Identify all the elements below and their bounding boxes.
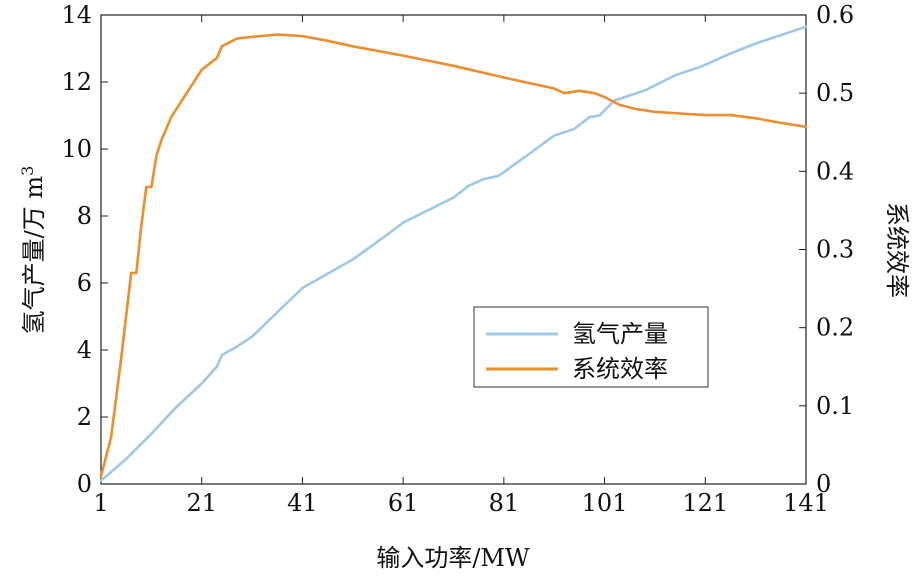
x-axis-title: 输入功率/MW	[376, 544, 530, 572]
y-left-tick-label: 8	[77, 202, 92, 230]
y-right-tick-label: 0.6	[816, 1, 854, 29]
x-tick-label: 61	[388, 489, 419, 517]
x-tick-label: 101	[582, 489, 628, 517]
y-right-tick-label: 0.5	[816, 79, 854, 107]
axis-tick-labels: 1 21 41 61 81 101 121 1410246810121400.10.20.30…	[61, 1, 854, 517]
legend-box	[473, 306, 709, 388]
plot-border	[100, 14, 807, 485]
y-right-tick-label: 0.1	[816, 392, 854, 420]
x-tick-label: 1	[93, 489, 108, 517]
y-left-tick-label: 0	[77, 470, 92, 498]
y-left-axis-title: 氢气产量/万 m3	[18, 166, 48, 335]
series-lines	[99, 25, 808, 482]
x-tick-label: 121	[682, 489, 728, 517]
legend-label-efficiency: 系统效率	[572, 355, 668, 383]
y-right-tick-label: 0	[816, 470, 831, 498]
x-tick-label: 41	[287, 489, 318, 517]
legend: 氢气产量 系统效率	[473, 306, 709, 388]
hydrogen-output-line	[99, 25, 808, 482]
y-left-axis-title-superscript: 3	[18, 166, 37, 176]
y-left-tick-label: 4	[77, 336, 92, 364]
axis-ticks	[100, 14, 807, 485]
plot-frame	[100, 14, 807, 485]
y-right-axis-title: 系统效率	[883, 202, 911, 298]
y-right-tick-label: 0.3	[816, 236, 854, 264]
x-tick-label: 21	[186, 489, 217, 517]
system-efficiency-line	[99, 33, 808, 478]
y-left-tick-label: 2	[77, 403, 92, 431]
x-tick-label: 81	[489, 489, 520, 517]
y-left-tick-label: 14	[61, 1, 92, 29]
x-tick-label: 141	[783, 489, 829, 517]
y-right-tick-label: 0.2	[816, 314, 854, 342]
y-left-tick-label: 12	[61, 68, 92, 96]
legend-label-hydrogen: 氢气产量	[572, 320, 668, 348]
y-left-tick-label: 10	[61, 135, 92, 163]
y-right-tick-label: 0.4	[816, 157, 854, 185]
y-left-tick-label: 6	[77, 269, 92, 297]
